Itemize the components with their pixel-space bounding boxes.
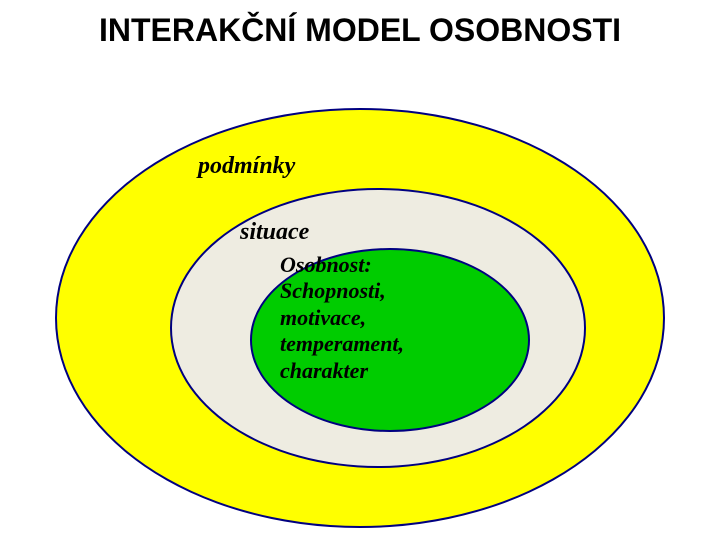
inner-label: Osobnost: Schopnosti, motivace, temperam…	[280, 252, 404, 384]
outer-label: podmínky	[198, 152, 295, 181]
middle-label: situace	[240, 218, 309, 247]
page-title: INTERAKČNÍ MODEL OSOBNOSTI	[0, 12, 720, 49]
